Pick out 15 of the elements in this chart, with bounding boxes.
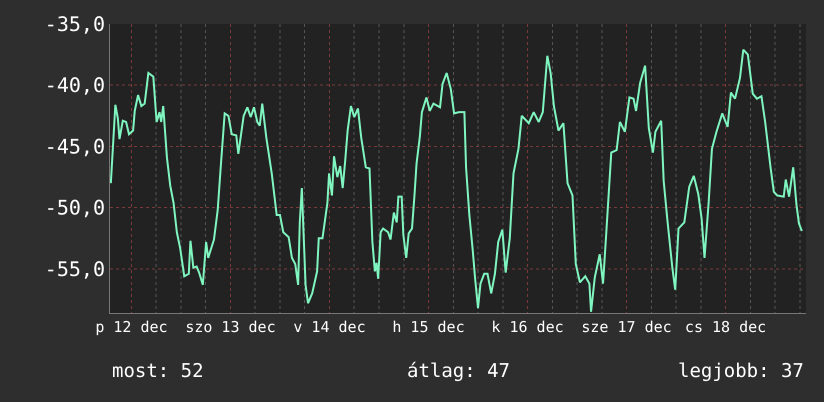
x-tick-label: szo 13 dec bbox=[185, 318, 276, 336]
x-tick-label: cs 18 dec bbox=[684, 318, 766, 336]
y-tick-label: -50,0 bbox=[44, 196, 105, 220]
text: legjobb: 37 bbox=[678, 360, 804, 382]
x-tick-label: sze 17 dec bbox=[581, 318, 672, 336]
y-tick-label: -45,0 bbox=[44, 134, 105, 158]
text: most: 52 bbox=[112, 360, 204, 382]
y-tick-label: -35,0 bbox=[44, 12, 105, 36]
x-tick-label: p 12 dec bbox=[95, 318, 168, 336]
y-tick-label: -40,0 bbox=[44, 73, 105, 98]
x-tick-label: h 15 dec bbox=[392, 318, 465, 336]
x-tick-label: v 14 dec bbox=[293, 318, 366, 336]
text: átlag: 47 bbox=[407, 360, 510, 382]
y-tick-label: -55,0 bbox=[44, 256, 105, 281]
x-tick-label: k 16 dec bbox=[491, 318, 564, 336]
